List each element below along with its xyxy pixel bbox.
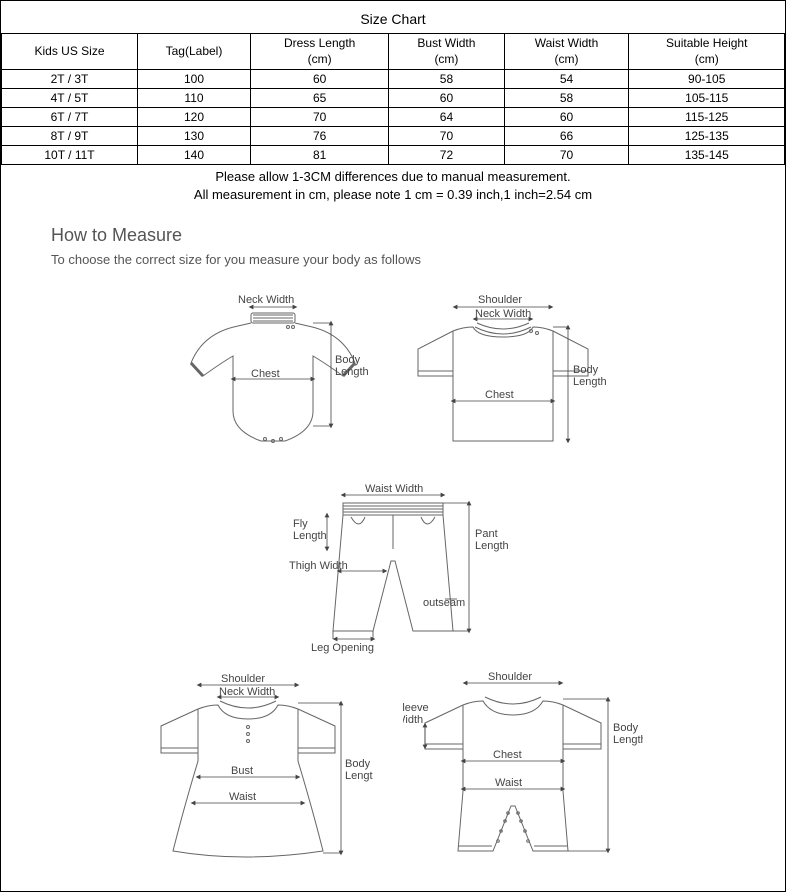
table-row: 10T / 11T140817270135-145 (2, 146, 785, 165)
table-cell: 66 (504, 127, 629, 146)
chart-title: Size Chart (1, 5, 785, 33)
measurement-notes: Please allow 1-3CM differences due to ma… (1, 165, 785, 214)
table-cell: 125-135 (629, 127, 785, 146)
table-cell: 70 (251, 108, 389, 127)
table-cell: 140 (137, 146, 250, 165)
table-cell: 81 (251, 146, 389, 165)
col-dress-length: Dress Length(cm) (251, 34, 389, 70)
table-cell: 115-125 (629, 108, 785, 127)
svg-text:BodyLength: BodyLength (345, 758, 373, 782)
table-cell: 110 (137, 89, 250, 108)
htm-title: How to Measure (51, 225, 735, 246)
table-cell: 2T / 3T (2, 70, 138, 89)
table-cell: 100 (137, 70, 250, 89)
htm-subtitle: To choose the correct size for you measu… (51, 252, 735, 267)
svg-text:Waist: Waist (495, 777, 522, 789)
diagram-pants: Waist Width FlyLength Thigh Width Leg Op… (273, 481, 513, 661)
svg-text:BodyLength: BodyLength (613, 722, 643, 746)
svg-text:PantLength: PantLength (475, 528, 509, 552)
table-row: 2T / 3T10060585490-105 (2, 70, 785, 89)
size-table: Kids US Size Tag(Label) Dress Length(cm)… (1, 33, 785, 165)
pants-svg: Waist Width FlyLength Thigh Width Leg Op… (273, 481, 513, 661)
diagram-bodysuit: Neck Width BodyLength Chest (173, 291, 373, 461)
svg-text:Neck Width: Neck Width (475, 308, 531, 320)
table-cell: 58 (389, 70, 504, 89)
svg-text:Neck Width: Neck Width (238, 294, 294, 306)
table-cell: 64 (389, 108, 504, 127)
svg-text:Bust: Bust (231, 765, 253, 777)
table-cell: 65 (251, 89, 389, 108)
table-cell: 105-115 (629, 89, 785, 108)
size-chart-container: Size Chart Kids US Size Tag(Label) Dress… (0, 0, 786, 892)
svg-text:BodyLength: BodyLength (573, 364, 607, 388)
table-cell: 130 (137, 127, 250, 146)
svg-text:Chest: Chest (251, 368, 280, 380)
diagram-romper: Shoulder SleeveWidth Chest Waist BodyLen… (403, 671, 643, 871)
table-cell: 70 (389, 127, 504, 146)
bodysuit-svg: Neck Width BodyLength Chest (173, 291, 373, 461)
table-cell: 60 (389, 89, 504, 108)
table-cell: 6T / 7T (2, 108, 138, 127)
col-bust-width: Bust Width(cm) (389, 34, 504, 70)
svg-text:Shoulder: Shoulder (488, 671, 532, 683)
diagrams-row-2: Shoulder Neck Width Bust Waist BodyLengt… (51, 671, 735, 871)
svg-text:Shoulder: Shoulder (478, 294, 522, 306)
table-header-row: Kids US Size Tag(Label) Dress Length(cm)… (2, 34, 785, 70)
col-tag: Tag(Label) (137, 34, 250, 70)
col-height: Suitable Height(cm) (629, 34, 785, 70)
svg-text:Leg Opening: Leg Opening (311, 642, 374, 654)
table-cell: 76 (251, 127, 389, 146)
svg-text:SleeveWidth: SleeveWidth (403, 702, 429, 726)
table-cell: 120 (137, 108, 250, 127)
table-row: 6T / 7T120706460115-125 (2, 108, 785, 127)
table-cell: 70 (504, 146, 629, 165)
svg-text:BodyLength: BodyLength (335, 354, 369, 378)
how-to-measure-section: How to Measure To choose the correct siz… (1, 215, 785, 891)
table-cell: 4T / 5T (2, 89, 138, 108)
romper-svg: Shoulder SleeveWidth Chest Waist BodyLen… (403, 671, 643, 871)
note-line-2: All measurement in cm, please note 1 cm … (1, 186, 785, 204)
svg-text:Chest: Chest (493, 749, 522, 761)
table-cell: 135-145 (629, 146, 785, 165)
table-cell: 60 (504, 108, 629, 127)
svg-text:Chest: Chest (485, 389, 514, 401)
table-row: 4T / 5T110656058105-115 (2, 89, 785, 108)
svg-text:Waist Width: Waist Width (365, 483, 423, 495)
diagram-shirt: Shoulder Neck Width Chest BodyLength (403, 291, 613, 461)
svg-text:Neck Width: Neck Width (219, 686, 275, 698)
table-cell: 72 (389, 146, 504, 165)
svg-text:Shoulder: Shoulder (221, 673, 265, 685)
table-cell: 10T / 11T (2, 146, 138, 165)
svg-text:Thigh Width: Thigh Width (289, 560, 348, 572)
table-cell: 60 (251, 70, 389, 89)
table-cell: 8T / 9T (2, 127, 138, 146)
svg-text:FlyLength: FlyLength (293, 518, 327, 542)
diagram-dress: Shoulder Neck Width Bust Waist BodyLengt… (143, 671, 373, 871)
svg-text:Waist: Waist (229, 791, 256, 803)
col-kids-size: Kids US Size (2, 34, 138, 70)
table-cell: 54 (504, 70, 629, 89)
note-line-1: Please allow 1-3CM differences due to ma… (1, 168, 785, 186)
table-row: 8T / 9T130767066125-135 (2, 127, 785, 146)
table-cell: 90-105 (629, 70, 785, 89)
col-waist-width: Waist Width(cm) (504, 34, 629, 70)
shirt-svg: Shoulder Neck Width Chest BodyLength (403, 291, 613, 461)
svg-text:outseam: outseam (423, 597, 465, 609)
table-cell: 58 (504, 89, 629, 108)
dress-svg: Shoulder Neck Width Bust Waist BodyLengt… (143, 671, 373, 871)
diagrams-row-1: Neck Width BodyLength Chest (51, 291, 735, 661)
